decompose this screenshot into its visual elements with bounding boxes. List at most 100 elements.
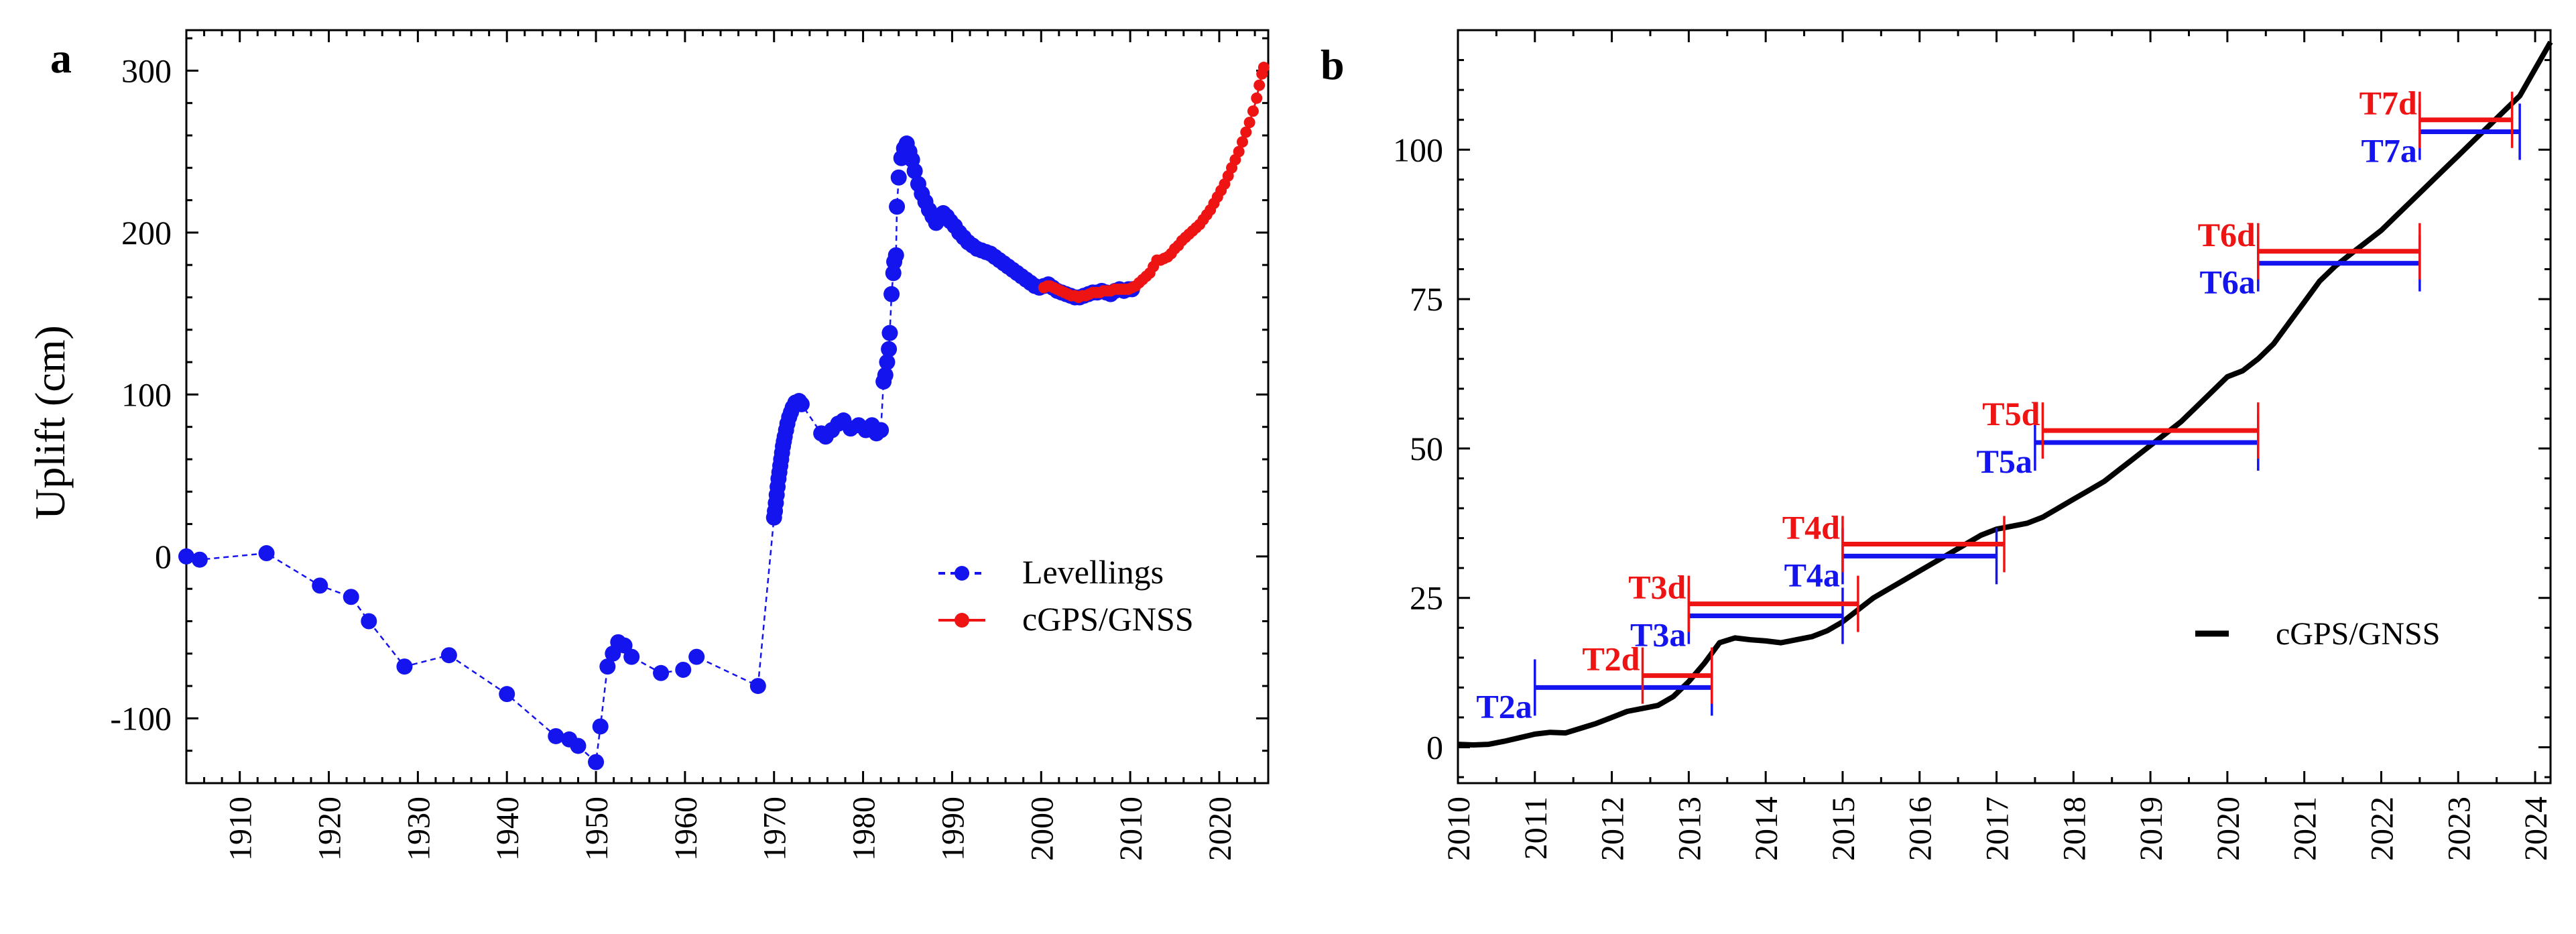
panel-b-legend: cGPS/GNSS <box>2195 616 2440 652</box>
data-point-cgps-gnss <box>1243 117 1255 129</box>
y-tick-label-b-0: 0 <box>1426 729 1443 766</box>
data-point-levellings <box>178 548 194 565</box>
data-point-levellings <box>191 551 208 568</box>
panel-a-frame <box>185 29 1270 784</box>
x-tick-label-a-1910: 1910 <box>223 797 259 861</box>
x-tick-label-b-2022: 2022 <box>2364 797 2400 861</box>
data-point-levellings <box>873 422 890 439</box>
y-tick-label-a-200: 200 <box>121 214 172 251</box>
interval-label-t2d: T2d <box>1582 640 1640 678</box>
data-point-levellings <box>879 354 896 371</box>
data-point-levellings <box>623 648 640 665</box>
interval-label-t6a: T6a <box>2199 264 2255 301</box>
data-point-cgps-gnss <box>1240 126 1252 138</box>
data-point-levellings <box>906 163 923 180</box>
x-tick-label-b-2016: 2016 <box>1903 797 1939 861</box>
interval-label-t5a: T5a <box>1977 443 2032 480</box>
legend-marker-cgps-a <box>955 613 969 628</box>
y-tick-label-b-100: 100 <box>1393 131 1443 168</box>
panel-a-legend: Levellings cGPS/GNSS <box>938 553 1194 638</box>
x-tick-label-b-2023: 2023 <box>2441 797 2477 861</box>
panel-b-label: b <box>1321 41 1345 89</box>
data-point-levellings <box>881 325 898 341</box>
data-point-levellings <box>312 577 328 594</box>
x-tick-label-b-2024: 2024 <box>2518 797 2554 861</box>
data-point-levellings <box>688 648 705 665</box>
data-point-cgps-gnss <box>1251 92 1263 104</box>
y-tick-label-b-75: 75 <box>1410 280 1443 318</box>
data-point-levellings <box>887 247 904 264</box>
interval-label-t6d: T6d <box>2198 216 2256 253</box>
data-point-levellings <box>548 727 564 744</box>
x-tick-label-a-1950: 1950 <box>579 797 615 861</box>
data-point-levellings <box>592 718 609 735</box>
x-tick-label-b-2015: 2015 <box>1826 797 1861 861</box>
data-point-cgps-gnss <box>1236 136 1248 148</box>
interval-label-t7d: T7d <box>2359 84 2417 122</box>
data-point-levellings <box>881 341 898 357</box>
x-tick-label-a-2010: 2010 <box>1113 797 1149 861</box>
x-tick-label-a-1970: 1970 <box>757 797 793 861</box>
x-tick-label-a-1920: 1920 <box>312 797 348 861</box>
x-tick-label-b-2012: 2012 <box>1595 797 1631 861</box>
data-point-levellings <box>793 396 810 412</box>
x-tick-label-b-2013: 2013 <box>1672 797 1707 861</box>
x-tick-label-b-2021: 2021 <box>2288 797 2323 861</box>
data-point-levellings <box>440 647 457 664</box>
interval-label-t2a: T2a <box>1476 687 1532 725</box>
x-tick-label-a-1980: 1980 <box>847 797 882 861</box>
interval-label-t4a: T4a <box>1784 556 1840 593</box>
y-tick-label-a-0: 0 <box>155 538 172 575</box>
x-tick-label-a-1990: 1990 <box>935 797 971 861</box>
x-tick-label-b-2019: 2019 <box>2134 797 2169 861</box>
panel-a-label: a <box>50 34 72 82</box>
data-point-levellings <box>877 367 894 384</box>
data-point-levellings <box>396 658 413 675</box>
data-point-cgps-gnss <box>1233 145 1245 158</box>
x-tick-label-b-2018: 2018 <box>2057 797 2092 861</box>
x-tick-label-b-2011: 2011 <box>1518 797 1554 860</box>
interval-label-t5d: T5d <box>1982 395 2040 432</box>
x-tick-label-b-2020: 2020 <box>2211 797 2246 861</box>
data-point-cgps-gnss <box>1258 62 1270 74</box>
legend-marker-levellings <box>955 566 969 581</box>
panel-a-ylabel: Uplift (cm) <box>26 325 74 520</box>
data-point-levellings <box>675 661 692 678</box>
x-tick-label-b-2014: 2014 <box>1749 797 1784 861</box>
interval-label-t3a: T3a <box>1630 616 1686 653</box>
x-tick-label-b-2017: 2017 <box>1980 797 2016 861</box>
data-point-levellings <box>343 589 359 605</box>
data-point-levellings <box>258 545 275 562</box>
data-point-levellings <box>883 286 900 302</box>
x-tick-label-a-1930: 1930 <box>401 797 436 861</box>
x-tick-label-b-2010: 2010 <box>1441 797 1477 861</box>
interval-label-t3d: T3d <box>1628 569 1686 606</box>
x-tick-label-a-1940: 1940 <box>490 797 526 861</box>
data-point-levellings <box>599 658 616 675</box>
y-tick-label-a-300: 300 <box>121 52 172 89</box>
x-tick-label-a-2020: 2020 <box>1203 797 1238 861</box>
legend-label-cgps-a: cGPS/GNSS <box>1022 600 1194 638</box>
data-point-levellings <box>749 678 766 695</box>
x-tick-label-a-1960: 1960 <box>668 797 704 861</box>
panel-b-frame <box>1457 29 2552 784</box>
data-point-levellings <box>653 664 670 681</box>
y-tick-label-b-25: 25 <box>1410 579 1443 617</box>
data-point-levellings <box>588 754 605 770</box>
data-point-cgps-gnss <box>1247 105 1259 117</box>
interval-label-t4d: T4d <box>1782 508 1840 546</box>
x-tick-label-a-2000: 2000 <box>1024 797 1060 861</box>
legend-label-levellings: Levellings <box>1022 553 1164 591</box>
data-point-levellings <box>890 169 907 186</box>
y-tick-label-b-50: 50 <box>1410 430 1443 467</box>
y-tick-label-a-100: 100 <box>121 375 172 413</box>
data-point-cgps-gnss <box>1253 79 1266 91</box>
data-point-levellings <box>361 613 377 630</box>
legend-label-cgps-b: cGPS/GNSS <box>2276 616 2440 652</box>
data-point-levellings <box>889 198 906 215</box>
data-point-levellings <box>499 686 515 703</box>
interval-label-t7a: T7a <box>2361 132 2416 170</box>
data-point-levellings <box>570 738 587 754</box>
